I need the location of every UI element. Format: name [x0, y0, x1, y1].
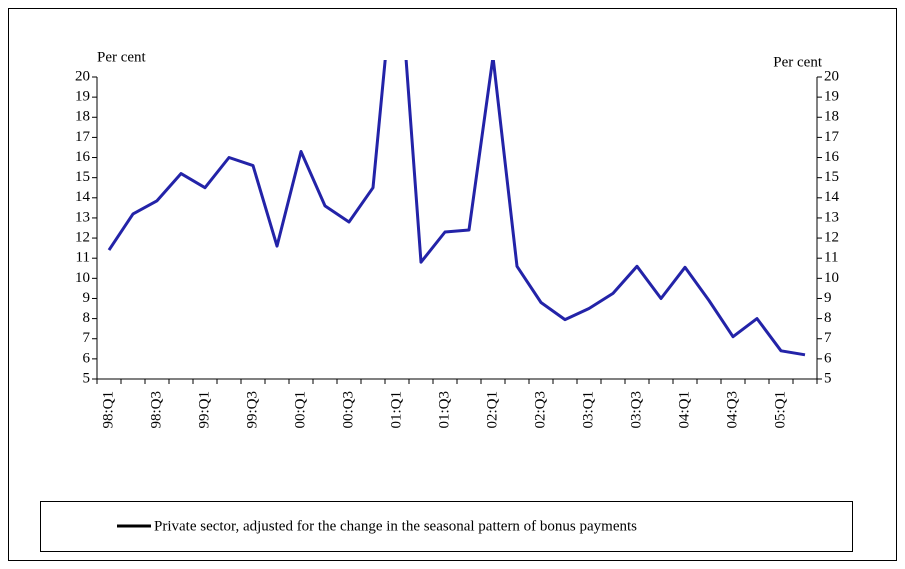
y-tick-label: 13 — [75, 209, 90, 225]
y-tick-label: 11 — [76, 250, 90, 266]
y2-tick-label: 6 — [824, 350, 832, 366]
x-tick-label: 01:Q1 — [388, 391, 404, 429]
series-line — [107, 60, 806, 357]
y-tick-label: 15 — [75, 169, 90, 185]
y2-tick-label: 5 — [824, 370, 832, 386]
y-axis-label: Per cent — [97, 49, 147, 65]
x-tick-label: 01:Q3 — [436, 391, 452, 429]
y-tick-label: 17 — [75, 129, 91, 145]
y2-tick-label: 7 — [824, 330, 832, 346]
y-tick-label: 8 — [83, 310, 91, 326]
y-tick-label: 19 — [75, 89, 90, 105]
y2-tick-label: 17 — [824, 129, 840, 145]
y2-tick-label: 18 — [824, 109, 839, 125]
y2-tick-label: 14 — [824, 189, 840, 205]
y-tick-label: 7 — [83, 330, 91, 346]
legend-label: Private sector, adjusted for the change … — [154, 518, 637, 534]
y-tick-label: 16 — [75, 149, 91, 165]
y-tick-label: 10 — [75, 270, 90, 286]
y2-tick-label: 20 — [824, 68, 839, 84]
legend-box — [40, 501, 853, 552]
y2-tick-label: 11 — [824, 250, 838, 266]
y-tick-label: 14 — [75, 189, 91, 205]
x-tick-label: 98:Q1 — [100, 391, 116, 429]
x-tick-label: 00:Q1 — [292, 391, 308, 429]
x-tick-label: 02:Q1 — [484, 391, 500, 429]
y2-tick-label: 19 — [824, 89, 839, 105]
y-tick-label: 20 — [75, 68, 90, 84]
y2-axis-label: Per cent — [773, 54, 823, 70]
x-tick-label: 04:Q3 — [724, 391, 740, 429]
x-tick-label: 98:Q3 — [148, 391, 164, 429]
y2-tick-label: 10 — [824, 270, 839, 286]
y-tick-label: 12 — [75, 230, 90, 246]
x-tick-label: 03:Q3 — [628, 391, 644, 429]
y-tick-label: 18 — [75, 109, 90, 125]
x-tick-label: 99:Q1 — [196, 391, 212, 429]
frame — [8, 8, 897, 561]
x-tick-label: 00:Q3 — [340, 391, 356, 429]
y2-tick-label: 8 — [824, 310, 832, 326]
x-tick-label: 05:Q1 — [772, 391, 788, 429]
y-tick-label: 5 — [83, 370, 91, 386]
y-tick-label: 9 — [83, 290, 91, 306]
x-tick-label: 99:Q3 — [244, 391, 260, 429]
x-tick-label: 03:Q1 — [580, 391, 596, 429]
x-tick-label: 04:Q1 — [676, 391, 692, 429]
y2-tick-label: 15 — [824, 169, 839, 185]
y-tick-label: 6 — [83, 350, 91, 366]
x-tick-label: 02:Q3 — [532, 391, 548, 429]
y2-tick-label: 13 — [824, 209, 839, 225]
y2-tick-label: 16 — [824, 149, 840, 165]
y2-tick-label: 9 — [824, 290, 832, 306]
y2-tick-label: 12 — [824, 230, 839, 246]
